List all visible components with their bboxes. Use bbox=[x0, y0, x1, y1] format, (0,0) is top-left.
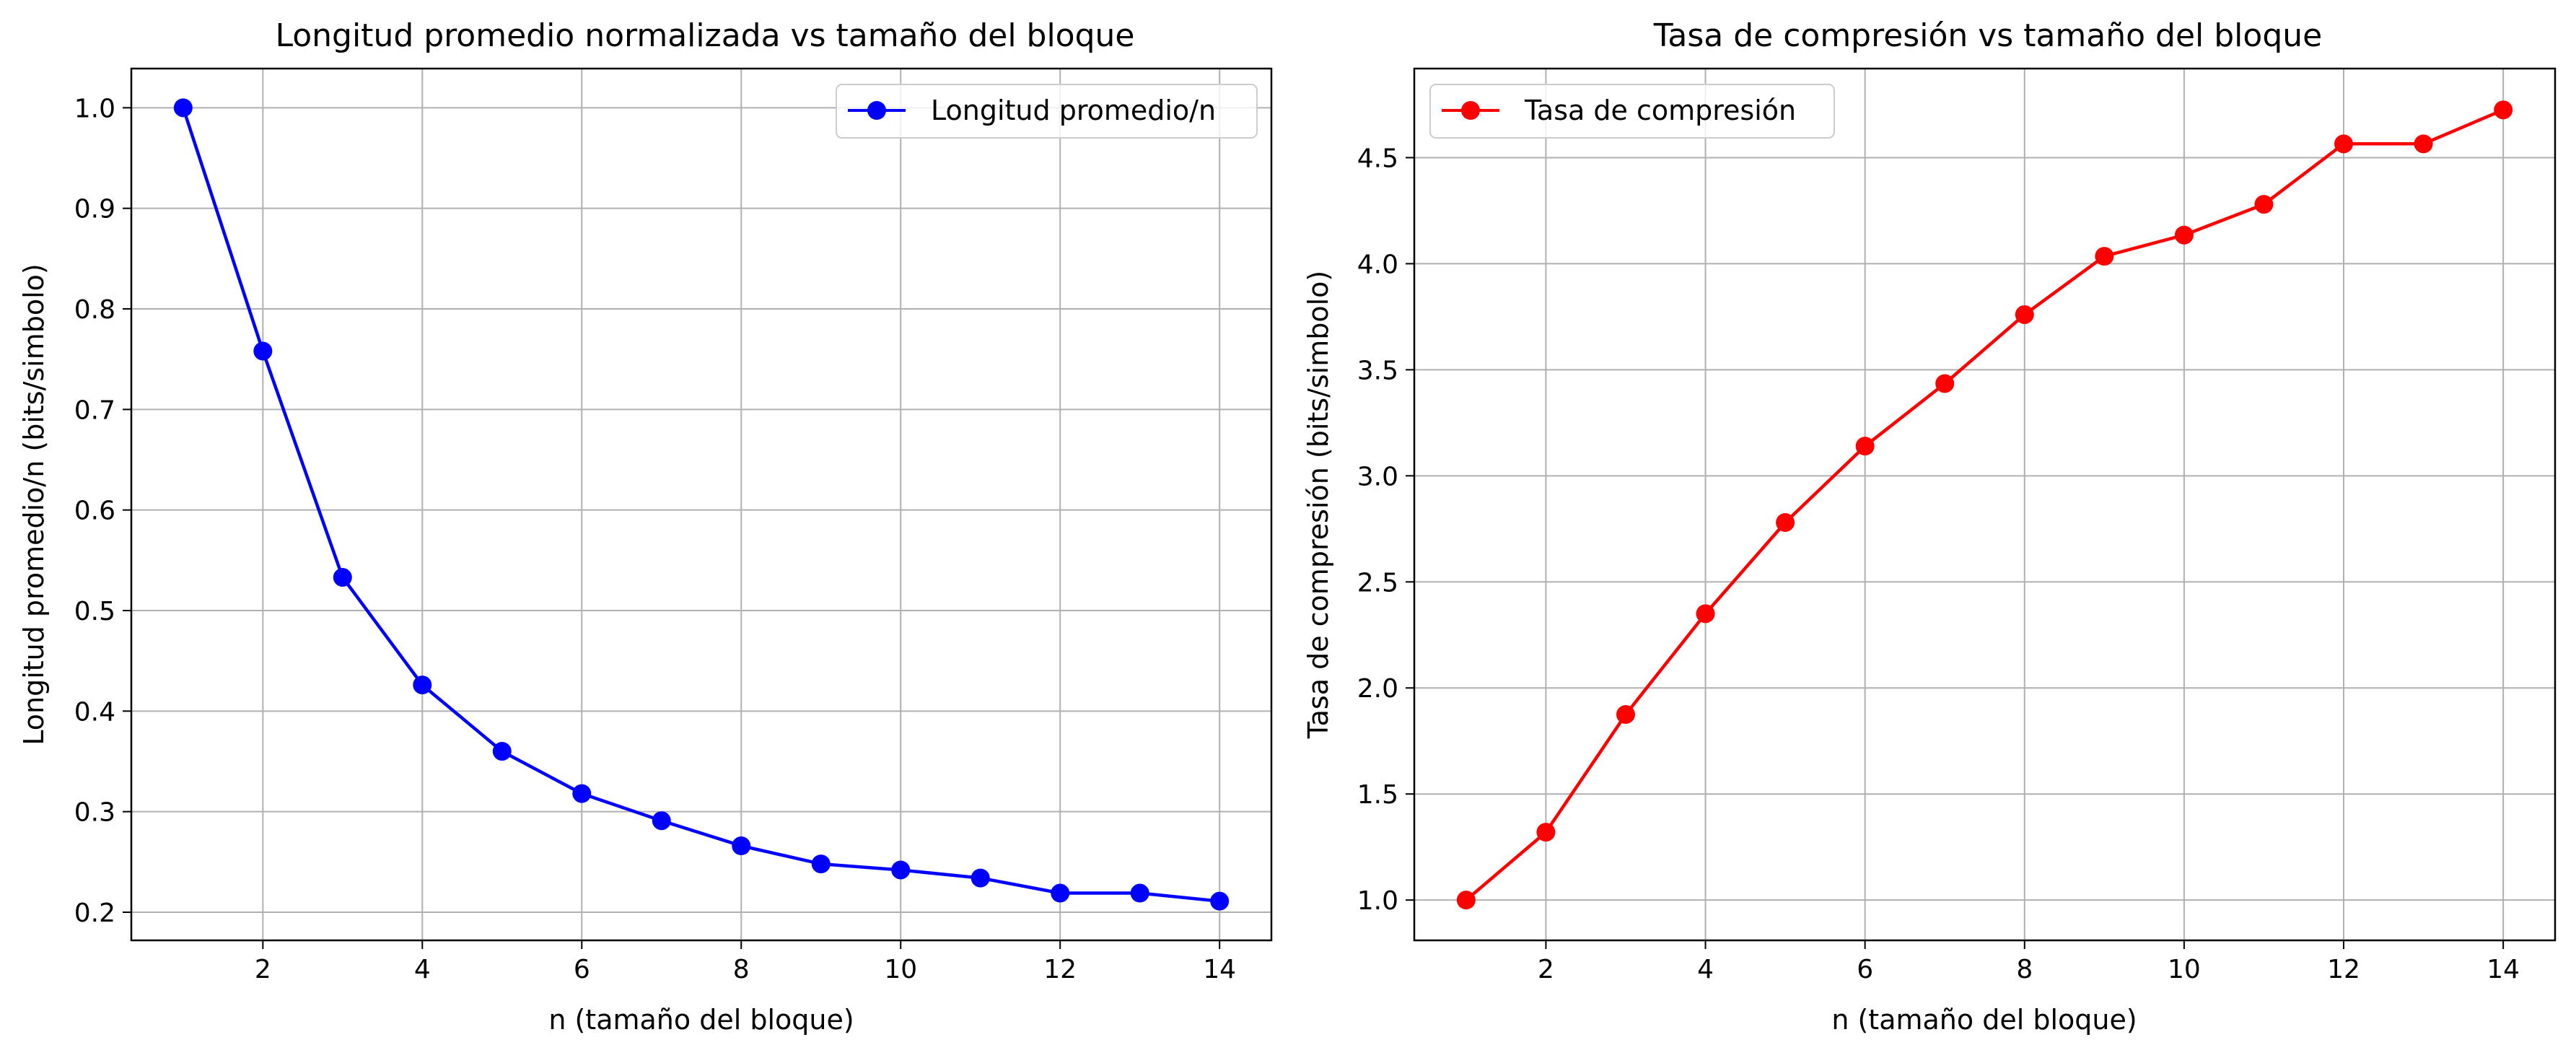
y-tick-label: 2.5 bbox=[1357, 568, 1398, 598]
data-point bbox=[572, 784, 592, 803]
series-lines bbox=[1465, 108, 2504, 901]
data-point bbox=[891, 860, 911, 880]
data-point bbox=[732, 836, 751, 856]
data-point bbox=[1456, 891, 1476, 910]
data-point bbox=[2095, 247, 2114, 266]
data-point bbox=[2174, 225, 2194, 245]
data-point bbox=[2414, 134, 2433, 154]
y-tick-label: 0.8 bbox=[74, 295, 115, 325]
x-tick-label: 4 bbox=[1697, 955, 1714, 984]
x-tick-label: 8 bbox=[733, 955, 750, 984]
data-point bbox=[253, 341, 273, 361]
x-tick-label: 12 bbox=[1043, 955, 1077, 984]
data-point bbox=[1051, 883, 1070, 903]
x-tick-label: 12 bbox=[2327, 955, 2360, 984]
data-point bbox=[492, 742, 512, 761]
data-point bbox=[2015, 305, 2034, 324]
y-tick-label: 3.5 bbox=[1357, 356, 1398, 385]
x-tick-label: 10 bbox=[884, 955, 917, 984]
y-tick-label: 4.5 bbox=[1357, 144, 1398, 173]
y-tick-label: 0.7 bbox=[74, 395, 115, 425]
data-point bbox=[1696, 604, 1715, 624]
y-tick-label: 0.2 bbox=[74, 899, 115, 928]
data-point bbox=[811, 854, 831, 874]
data-point bbox=[413, 676, 432, 695]
y-axis-label: Tasa de compresión (bits/simbolo) bbox=[1302, 271, 1334, 740]
data-point bbox=[1616, 704, 1635, 724]
y-tick-label: 0.5 bbox=[74, 597, 115, 626]
x-tick-label: 6 bbox=[1857, 955, 1873, 984]
y-tick-label: 2.0 bbox=[1357, 674, 1398, 704]
plot-frame bbox=[130, 67, 1273, 942]
x-tick-label: 14 bbox=[2487, 955, 2520, 984]
series-line bbox=[1465, 108, 2504, 901]
legend-label: Longitud promedio/n bbox=[931, 95, 1216, 126]
data-point bbox=[1536, 823, 1556, 842]
y-tick-label: 0.6 bbox=[74, 497, 115, 526]
data-point bbox=[173, 98, 193, 118]
x-axis-ticks: 2 4 6 8 10 12 14 bbox=[1538, 940, 2520, 984]
data-point bbox=[1210, 891, 1230, 911]
data-point bbox=[1855, 437, 1875, 456]
chart-title: Tasa de compresión vs tamaño del bloque bbox=[1653, 17, 2322, 54]
legend-box bbox=[836, 84, 1258, 139]
data-point bbox=[1130, 883, 1149, 903]
grid-lines bbox=[1414, 69, 2555, 940]
data-point bbox=[2254, 195, 2274, 214]
y-tick-label: 0.9 bbox=[74, 195, 115, 224]
plot-frame bbox=[1413, 67, 2557, 942]
y-tick-label: 0.4 bbox=[74, 697, 115, 727]
legend-marker bbox=[867, 101, 886, 120]
x-axis-label: n (tamaño del bloque) bbox=[1831, 1004, 2137, 1036]
x-tick-label: 14 bbox=[1203, 955, 1236, 984]
chart-compression-rate: Tasa de compresión vs tamaño del bloque … bbox=[1302, 17, 2557, 1036]
data-point bbox=[333, 568, 352, 587]
y-tick-label: 0.3 bbox=[74, 798, 115, 828]
series-lines bbox=[181, 107, 1220, 903]
y-axis-ticks: 0.2 0.3 0.4 0.5 0.6 0.7 0.8 0.9 1.0 bbox=[74, 94, 131, 928]
series-markers bbox=[173, 98, 1230, 911]
x-tick-label: 2 bbox=[1538, 955, 1554, 984]
data-point bbox=[971, 868, 990, 888]
legend: Tasa de compresión bbox=[1429, 84, 1835, 139]
y-axis-label: Longitud promedio/n (bits/simbolo) bbox=[18, 263, 50, 746]
grid-lines bbox=[131, 69, 1271, 940]
chart-average-length: Longitud promedio normalizada vs tamaño … bbox=[18, 17, 1273, 1036]
x-axis-label: n (tamaño del bloque) bbox=[548, 1004, 854, 1036]
legend: Longitud promedio/n bbox=[836, 84, 1258, 139]
x-axis-ticks: 2 4 6 8 10 12 14 bbox=[255, 940, 1236, 984]
x-tick-label: 2 bbox=[255, 955, 271, 984]
data-point bbox=[1935, 374, 1955, 393]
legend-marker bbox=[1461, 101, 1480, 120]
x-tick-label: 4 bbox=[414, 955, 431, 984]
data-point bbox=[652, 811, 671, 831]
y-tick-label: 1.5 bbox=[1357, 780, 1398, 810]
data-point bbox=[2334, 134, 2354, 154]
series-markers bbox=[1456, 100, 2513, 910]
y-tick-label: 1.0 bbox=[1357, 886, 1398, 916]
y-axis-ticks: 1.0 1.5 2.0 2.5 3.0 3.5 4.0 4.5 bbox=[1357, 144, 1414, 916]
data-point bbox=[2494, 100, 2513, 120]
x-tick-label: 10 bbox=[2168, 955, 2201, 984]
x-tick-label: 8 bbox=[2016, 955, 2033, 984]
data-point bbox=[1776, 512, 1795, 532]
y-tick-label: 4.0 bbox=[1357, 250, 1398, 279]
chart-title: Longitud promedio normalizada vs tamaño … bbox=[275, 17, 1134, 54]
legend-box bbox=[1429, 84, 1835, 139]
y-tick-label: 1.0 bbox=[74, 94, 115, 123]
legend-label: Tasa de compresión bbox=[1524, 95, 1796, 126]
series-line bbox=[181, 107, 1220, 903]
x-tick-label: 6 bbox=[574, 955, 590, 984]
y-tick-label: 3.0 bbox=[1357, 462, 1398, 491]
